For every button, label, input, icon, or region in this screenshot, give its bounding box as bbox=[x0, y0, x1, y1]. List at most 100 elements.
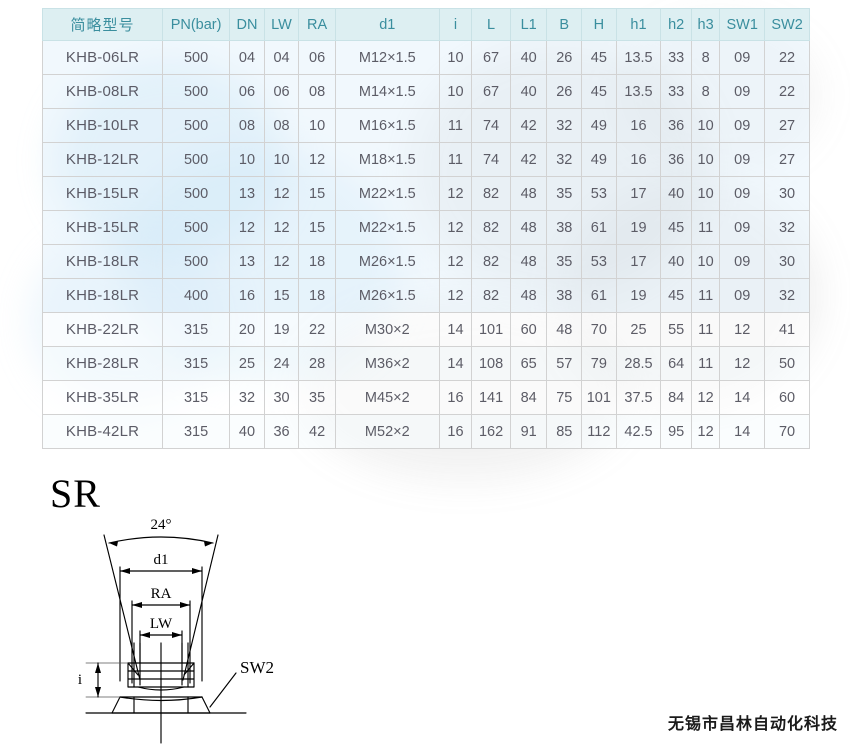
hex-seat-curve bbox=[119, 696, 203, 702]
table-cell: 11 bbox=[690, 210, 721, 245]
table-row: KHB-15LR 500 13 12 15 M22×1.5 12 82 48 35 53 17 40 10… bbox=[41, 176, 810, 211]
table-cell: 85 bbox=[546, 414, 583, 449]
table-cell: 500 bbox=[162, 74, 231, 109]
table-cell: 18 bbox=[298, 278, 336, 313]
table-cell: 12 bbox=[690, 414, 721, 449]
table-cell: M18×1.5 bbox=[334, 142, 440, 177]
table-cell: 09 bbox=[719, 40, 766, 75]
table-cell: 48 bbox=[509, 210, 548, 245]
cone-left-flank bbox=[103, 534, 141, 681]
table-cell: 13 bbox=[229, 244, 265, 279]
table-cell: 45 bbox=[660, 210, 692, 245]
table-row: KHB-08LR 500 06 06 08 M14×1.5 10 67 40 26 45 13.5 33… bbox=[41, 74, 810, 109]
table-cell: 42 bbox=[298, 414, 336, 449]
d1-label: d1 bbox=[154, 552, 169, 568]
table-cell: 32 bbox=[546, 142, 583, 177]
table-row: KHB-22LR 315 20 19 22 M30×2 14 101 60 48 70 25 55 11 1… bbox=[41, 312, 810, 347]
cell-model: KHB-12LR bbox=[41, 142, 164, 177]
table-cell: 50 bbox=[764, 346, 810, 381]
table-cell: 13.5 bbox=[615, 40, 662, 75]
sw2-label: SW2 bbox=[240, 658, 274, 677]
table-cell: 48 bbox=[509, 278, 548, 313]
table-cell: 84 bbox=[660, 380, 692, 415]
hex-bevel-left bbox=[111, 696, 121, 714]
table-body: KHB-06LR 500 04 04 06 M12×1.5 10 67 40 26 45 13.5 33… bbox=[41, 40, 810, 449]
table-cell: 37.5 bbox=[615, 380, 662, 415]
column-header-h: H bbox=[581, 8, 617, 41]
angle-arrow-right bbox=[204, 541, 213, 547]
table-cell: M45×2 bbox=[334, 380, 440, 415]
cell-model: KHB-06LR bbox=[41, 40, 164, 75]
table-cell: 14 bbox=[719, 414, 766, 449]
table-cell: 19 bbox=[615, 278, 662, 313]
table-cell: 25 bbox=[615, 312, 662, 347]
table-cell: 30 bbox=[764, 176, 810, 211]
table-cell: 27 bbox=[764, 108, 810, 143]
table-cell: 12 bbox=[438, 278, 473, 313]
table-cell: 60 bbox=[764, 380, 810, 415]
table-cell: 28 bbox=[298, 346, 336, 381]
table-cell: 22 bbox=[298, 312, 336, 347]
table-cell: 15 bbox=[263, 278, 300, 313]
table-cell: 14 bbox=[719, 380, 766, 415]
table-cell: 32 bbox=[546, 108, 583, 143]
lw-arrow-right bbox=[172, 632, 182, 638]
table-cell: 84 bbox=[509, 380, 548, 415]
table-row: KHB-10LR 500 08 08 10 M16×1.5 11 74 42 32 49 16 36 10… bbox=[41, 108, 810, 143]
table-cell: 400 bbox=[162, 278, 231, 313]
column-header-b: B bbox=[546, 8, 583, 41]
table-cell: 500 bbox=[162, 108, 231, 143]
table-cell: 40 bbox=[660, 176, 692, 211]
lw-arrow-left bbox=[140, 632, 150, 638]
table-cell: 65 bbox=[509, 346, 548, 381]
table-cell: 500 bbox=[162, 244, 231, 279]
column-header-i: i bbox=[438, 8, 473, 41]
cell-model: KHB-18LR bbox=[41, 278, 164, 313]
table-cell: 35 bbox=[546, 176, 583, 211]
table-cell: 53 bbox=[581, 176, 617, 211]
table-cell: 53 bbox=[581, 244, 617, 279]
table-cell: 08 bbox=[263, 108, 300, 143]
table-cell: 49 bbox=[581, 108, 617, 143]
table-cell: 32 bbox=[764, 278, 810, 313]
table-cell: 19 bbox=[615, 210, 662, 245]
column-header-l: L bbox=[471, 8, 511, 41]
table-cell: M30×2 bbox=[334, 312, 440, 347]
table-cell: 55 bbox=[660, 312, 692, 347]
table-cell: 17 bbox=[615, 176, 662, 211]
table-cell: 04 bbox=[263, 40, 300, 75]
table-cell: 14 bbox=[438, 312, 473, 347]
table-cell: 60 bbox=[509, 312, 548, 347]
d1-arrow-right bbox=[192, 568, 202, 574]
table-cell: 10 bbox=[298, 108, 336, 143]
column-header-l1: L1 bbox=[509, 8, 548, 41]
cell-model: KHB-15LR bbox=[41, 176, 164, 211]
table-cell: 48 bbox=[509, 176, 548, 211]
table-cell: 09 bbox=[719, 210, 766, 245]
table-cell: 11 bbox=[438, 142, 473, 177]
column-header-ra: RA bbox=[298, 8, 336, 41]
table-cell: 82 bbox=[471, 244, 511, 279]
table-cell: 36 bbox=[660, 108, 692, 143]
table-cell: 08 bbox=[229, 108, 265, 143]
table-cell: 16 bbox=[229, 278, 265, 313]
table-cell: 101 bbox=[471, 312, 511, 347]
table-cell: M16×1.5 bbox=[334, 108, 440, 143]
table-cell: 30 bbox=[764, 244, 810, 279]
table-cell: 42 bbox=[509, 108, 548, 143]
table-cell: 500 bbox=[162, 142, 231, 177]
table-cell: 10 bbox=[438, 40, 473, 75]
valve-dimension-diagram: 24° d1 RA LW i SW2 bbox=[78, 517, 274, 744]
table-cell: 09 bbox=[719, 142, 766, 177]
table-cell: 82 bbox=[471, 176, 511, 211]
table-cell: 10 bbox=[438, 74, 473, 109]
ra-arrow-right bbox=[180, 602, 190, 608]
table-cell: 70 bbox=[764, 414, 810, 449]
table-cell: 10 bbox=[263, 142, 300, 177]
table-cell: 10 bbox=[690, 142, 721, 177]
table-cell: 112 bbox=[581, 414, 617, 449]
i-label: i bbox=[78, 672, 82, 688]
table-cell: 15 bbox=[298, 210, 336, 245]
table-cell: 19 bbox=[263, 312, 300, 347]
